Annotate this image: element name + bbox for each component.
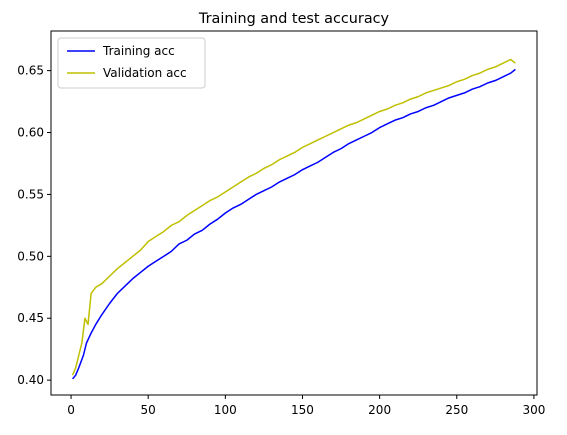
legend: Training acc Validation acc — [57, 37, 206, 89]
plot-area — [71, 58, 516, 380]
series-line-training — [72, 68, 516, 380]
y-tick-label: 0.40 — [17, 373, 44, 387]
series-layer — [71, 58, 516, 380]
x-tick-label: 300 — [522, 403, 545, 417]
series-line-validation — [71, 58, 516, 376]
x-tick-label: 50 — [141, 403, 156, 417]
legend-label-training: Training acc — [102, 44, 175, 58]
x-tick-label: 250 — [445, 403, 468, 417]
x-tick-label: 200 — [368, 403, 391, 417]
plot-frame — [50, 30, 538, 396]
y-tick-label: 0.60 — [17, 126, 44, 140]
x-tick-label: 150 — [291, 403, 314, 417]
x-tick-label: 0 — [67, 403, 75, 417]
y-tick-label: 0.45 — [17, 311, 44, 325]
y-axis: 0.40 0.45 0.50 0.55 0.60 0.65 — [17, 64, 51, 387]
legend-label-validation: Validation acc — [103, 66, 187, 80]
y-tick-label: 0.55 — [17, 187, 44, 201]
x-axis: 0 50 100 150 200 250 300 — [67, 395, 545, 417]
chart-title: Training and test accuracy — [198, 11, 390, 27]
y-tick-label: 0.65 — [17, 64, 44, 78]
x-tick-label: 100 — [214, 403, 237, 417]
y-tick-label: 0.50 — [17, 249, 44, 263]
